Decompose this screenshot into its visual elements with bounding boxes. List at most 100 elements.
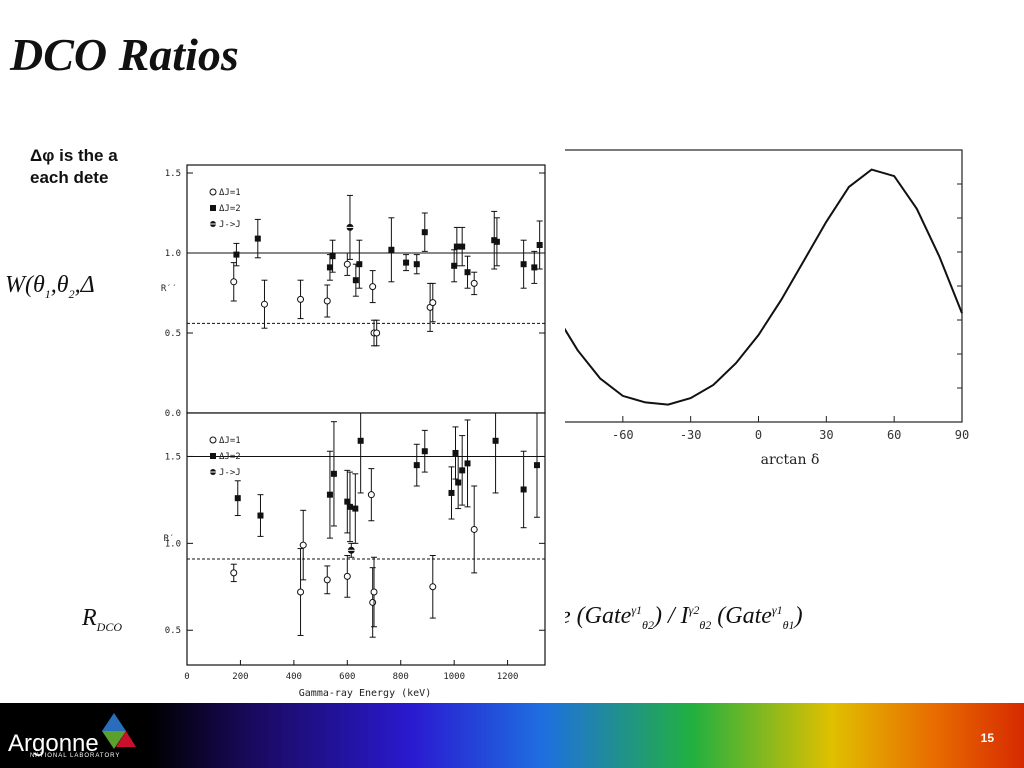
eq-w-sub1: 1 [44, 286, 51, 301]
sine-series-line [554, 168, 963, 406]
data-point-dj2 [352, 277, 359, 284]
logo-text: Argonne [8, 730, 99, 757]
data-point-dj1 [343, 572, 351, 580]
bullet-text: Δφ is the a each dete [30, 145, 590, 189]
footer-gradient [150, 703, 1024, 768]
sine-x-tick-label: 90 [955, 428, 969, 442]
slide-title: DCO Ratios [10, 29, 239, 80]
legend-marker-open [209, 188, 217, 196]
data-point-dj2 [459, 467, 466, 474]
eq-w-theta2: θ [56, 272, 69, 298]
angular-correlation-svg: -60 -30 0 30 60 90 arctan δ [554, 149, 969, 468]
data-point-dj2 [346, 503, 353, 510]
data-point-dj2 [421, 229, 428, 236]
sine-ticks [622, 149, 963, 422]
x-tick-label: 600 [339, 672, 355, 682]
data-point-dj2 [536, 242, 543, 248]
data-point-dj1 [297, 588, 305, 596]
eq-w-sub2: 2 [68, 286, 75, 301]
bullet-line-1: Δφ is the a [30, 146, 118, 165]
data-point-dj1 [299, 541, 307, 549]
sine-x-tick-label: -60 [612, 428, 634, 442]
data-point-dj2 [520, 261, 527, 268]
data-point-dj1 [470, 525, 478, 533]
panel-frame [186, 412, 546, 666]
y-tick-label: 0.5 [165, 626, 181, 636]
logo-triangle-green [102, 731, 126, 749]
data-point-dj2 [464, 460, 471, 467]
logo-triangle-blue [102, 713, 126, 731]
x-tick-label: 1000 [443, 672, 465, 682]
dco-ratio-equation-left: RDCO [82, 605, 122, 635]
data-point-dj2 [421, 448, 428, 455]
legend-label: ΔJ=1 [219, 436, 241, 446]
argonne-logo-icon [102, 713, 136, 749]
bottom-panel: 1.5 1.0 0.5 R′ ΔJ=1 ΔJ=2 J->J [164, 412, 546, 666]
y-axis-label: R′ [164, 534, 175, 544]
eq-r-open2: ( [717, 603, 726, 629]
data-point-dj1 [429, 583, 437, 591]
data-point-dj2 [356, 261, 363, 268]
eq-r-gate2-sub: θ1 [782, 617, 795, 632]
legend-label: ΔJ=2 [219, 204, 241, 214]
eq-w-comma2: , [74, 272, 81, 298]
data-point-dj2 [344, 498, 351, 505]
x-tick-label: 800 [393, 672, 409, 682]
data-point-dj1 [230, 569, 238, 577]
eq-r-i-sup: γ2 [688, 603, 700, 617]
eq-r-gate1: Gate [584, 603, 632, 629]
data-point-dj2 [388, 246, 395, 253]
data-point-dj1 [470, 279, 478, 287]
eq-r-close2: ) [794, 603, 803, 629]
data-point-dj2 [459, 243, 466, 250]
eq-w-delta: Δ [80, 272, 95, 298]
data-point-dj1 [370, 588, 378, 596]
x-tick-label: 0 [184, 672, 189, 682]
dco-ratio-chart: 1.5 1.0 0.5 0.0 R′′ ΔJ=1 ΔJ=2 J->J 1.5 1.0 0.5 R′ Δ… [135, 140, 565, 715]
y-tick-label: 1.0 [165, 249, 181, 259]
legend-marker-filled [210, 453, 216, 459]
data-point-dj1 [260, 300, 268, 308]
eq-r-gate1-sub: θ2 [642, 617, 654, 632]
y-tick-label: 0.5 [165, 329, 181, 339]
data-point-dj1 [369, 283, 377, 291]
data-point-dj2 [453, 243, 460, 250]
legend-label: J->J [219, 468, 241, 478]
eq-r-gate2: Gate [725, 603, 772, 629]
data-point-dj2 [448, 489, 455, 496]
eq-r-gate1-sup: γ1 [631, 603, 643, 617]
dco-ratio-svg: 1.5 1.0 0.5 0.0 R′′ ΔJ=1 ΔJ=2 J->J 1.5 1.0 0.5 R′ Δ… [161, 164, 546, 699]
data-point-dj2 [492, 437, 499, 444]
legend-marker-filled [210, 205, 216, 211]
sine-x-tick-labels: -60 -30 0 30 60 90 [612, 428, 969, 442]
data-point-dj2 [452, 449, 459, 456]
sine-curve-group [554, 168, 963, 406]
legend-label: ΔJ=1 [219, 188, 241, 198]
top-panel: 1.5 1.0 0.5 0.0 R′′ ΔJ=1 ΔJ=2 J->J [161, 164, 546, 419]
data-point-dj2 [413, 261, 420, 268]
sine-x-tick-label: 60 [887, 428, 901, 442]
data-point-dj1 [429, 299, 437, 307]
footer-bar: Argonne NATIONAL LABORATORY 15 [0, 703, 1024, 768]
data-point-dj1 [297, 295, 305, 303]
bullet-line-2: each dete [30, 168, 109, 187]
data-point-dj2 [403, 259, 410, 266]
data-point-dj1 [343, 260, 351, 268]
x-axis-label: Gamma-ray Energy (keV) [299, 688, 431, 699]
data-point-dj2 [326, 264, 333, 271]
legend-label: ΔJ=2 [219, 452, 241, 462]
y-tick-label: 1.5 [165, 452, 181, 462]
logo-triangle-red [116, 731, 136, 747]
panel-frame [186, 164, 546, 414]
legend-marker-open [209, 436, 217, 444]
data-point-dj2 [326, 491, 333, 498]
eq-w-comma1: , [50, 272, 57, 298]
y-axis-label: R′′ [161, 284, 177, 294]
logo-subtitle: NATIONAL LABORATORY [30, 753, 121, 759]
eq-w-base: W [5, 272, 25, 298]
data-point-dj1 [230, 278, 238, 286]
data-point-dj2 [257, 512, 264, 519]
eq-w-open: ( [25, 272, 33, 298]
x-tick-label: 400 [286, 672, 302, 682]
data-point-dj2 [531, 264, 538, 271]
